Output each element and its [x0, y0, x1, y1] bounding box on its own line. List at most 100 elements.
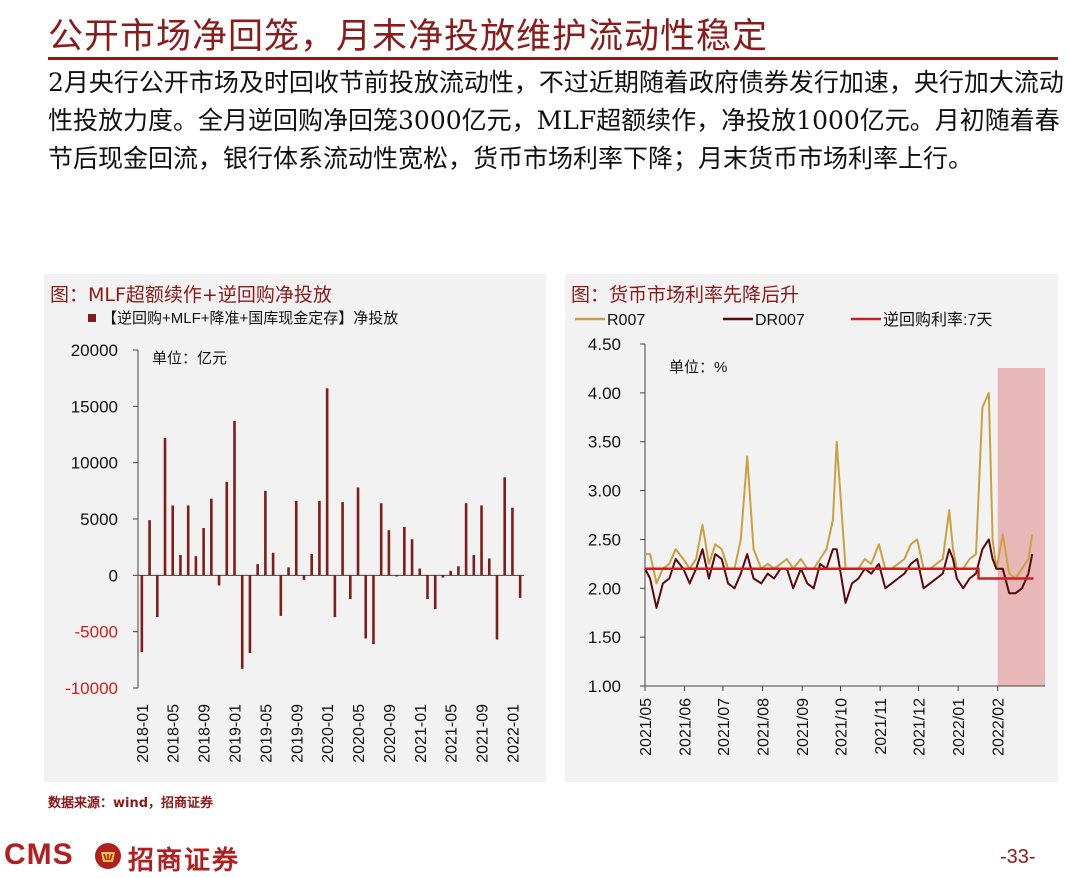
bar-2020-08	[379, 503, 383, 576]
bar-chart-panel: 图：MLF超额续作+逆回购净投放 【逆回购+MLF+降准+国库现金定存】净投放 …	[44, 274, 546, 782]
bar-x-tick-label: 2019-09	[289, 704, 306, 763]
line-x-tick-label: 2021/06	[678, 698, 695, 756]
bar-2018-04	[163, 437, 167, 576]
line-chart-title: 图：货币市场利率先降后升	[571, 284, 800, 306]
bar-y-tick-label: 5000	[80, 510, 118, 529]
bar-x-tick-label: 2018-05	[166, 704, 183, 763]
bar-x-tick-label: 2020-05	[351, 704, 368, 763]
bar-2019-08	[287, 567, 290, 576]
line-chart-legend: R007 DR007 逆回购利率:7天	[575, 311, 992, 329]
bar-y-tick-label: 10000	[71, 454, 118, 473]
bar-2020-10	[395, 575, 398, 577]
bar-2019-10	[302, 575, 306, 580]
bar-x-tick-label: 2020-01	[320, 704, 337, 763]
bar-2020-02	[333, 575, 337, 618]
line-chart: R007 DR007 逆回购利率:7天 单位：% 1.00 1.50 2.00 2.50 3…	[575, 311, 1045, 756]
bar-x-tick-label: 2020-09	[382, 704, 399, 763]
series-line-DR007	[644, 538, 1034, 609]
bar-2019-01	[233, 420, 236, 576]
bar-2020-03	[341, 502, 344, 576]
bar-chart-legend: 【逆回购+MLF+降准+国库现金定存】净投放	[88, 310, 398, 327]
bar-2019-06	[271, 552, 275, 576]
line-y-tick-label: 3.50	[588, 433, 621, 452]
bar-2020-09	[387, 530, 391, 576]
bar-x-tick-label: 2019-05	[258, 704, 275, 763]
line-x-tick-label: 2021/09	[795, 698, 812, 756]
legend-label-逆回购利率:7天: 逆回购利率:7天	[883, 311, 992, 329]
bar-2021-12	[503, 477, 506, 576]
bar-2021-02	[426, 575, 429, 599]
bar-2019-12	[318, 500, 321, 576]
bar-2020-01	[325, 388, 329, 576]
bar-2018-12	[225, 481, 229, 576]
bar-2021-07	[464, 503, 468, 576]
line-chart-unit: 单位：%	[669, 359, 727, 376]
bar-2018-10	[210, 498, 213, 576]
bar-y-tick-label: 20000	[71, 341, 118, 360]
bar-x-tick-label: 2019-01	[228, 704, 245, 763]
bar-2019-03	[248, 575, 252, 654]
bar-2018-01	[140, 575, 144, 652]
bar-2018-05	[171, 505, 175, 576]
bar-chart-unit: 单位：亿元	[152, 350, 227, 367]
line-x-tick-label: 2021/12	[911, 698, 928, 756]
bar-x-tick-label: 2021-05	[444, 704, 461, 763]
bar-2018-09	[202, 528, 205, 576]
bar-2021-08	[472, 555, 476, 576]
bar-2019-04	[256, 564, 259, 576]
series-line-逆回购利率:7天	[645, 567, 1034, 580]
brand-emblem-icon	[95, 843, 121, 869]
page-number: -33-	[1000, 846, 1036, 868]
bar-2018-06	[179, 555, 182, 576]
source-note: 数据来源：wind，招商证券	[48, 796, 214, 811]
line-y-tick-label: 1.00	[588, 677, 621, 696]
line-x-tick-label: 2022/01	[951, 698, 968, 756]
bar-y-tick-label: 15000	[71, 397, 118, 416]
bar-2021-04	[441, 575, 445, 578]
bar-2018-07	[186, 505, 190, 576]
bar-2018-02	[148, 520, 151, 576]
brand-logo: CMS 招商证券	[0, 838, 280, 878]
bar-2020-05	[356, 487, 360, 576]
bar-2019-05	[264, 490, 267, 576]
bar-2020-12	[410, 539, 414, 576]
bar-2021-01	[418, 568, 422, 576]
bar-chart-title: 图：MLF超额续作+逆回购净投放	[50, 284, 332, 306]
bar-x-tick-label: 2021-09	[475, 704, 492, 763]
legend-swatch-net-injection	[88, 314, 96, 322]
bar-2018-11	[217, 575, 221, 586]
line-x-tick-label: 2021/05	[638, 698, 655, 756]
bar-y-tick-label: -5000	[75, 623, 118, 642]
bar-2021-11	[495, 575, 499, 640]
slide-title: 公开市场净回笼，月末净投放维护流动性稳定	[48, 17, 769, 57]
line-y-tick-label: 1.50	[588, 628, 621, 647]
bar-x-tick-label: 2021-01	[413, 704, 430, 763]
bar-y-tick-label: -10000	[65, 679, 118, 698]
title-divider	[48, 57, 1058, 60]
bar-2019-07	[279, 575, 283, 616]
bar-2021-05	[449, 570, 452, 576]
bar-2018-03	[156, 575, 159, 618]
bar-2022-01	[511, 507, 514, 576]
bar-2021-03	[433, 575, 437, 610]
highlight-region	[997, 368, 1045, 686]
line-y-tick-label: 4.00	[588, 384, 621, 403]
line-y-tick-label: 2.00	[588, 579, 621, 598]
bar-2019-02	[240, 575, 244, 669]
legend-label-net-injection: 【逆回购+MLF+降准+国库现金定存】净投放	[102, 310, 398, 327]
bar-2021-06	[457, 566, 460, 576]
line-y-tick-label: 3.00	[588, 482, 621, 501]
line-y-tick-label: 2.50	[588, 530, 621, 549]
bar-2020-06	[364, 575, 368, 639]
bar-2021-09	[480, 505, 483, 576]
line-x-tick-label: 2021/08	[756, 698, 773, 756]
bar-chart: 【逆回购+MLF+降准+国库现金定存】净投放 单位：亿元 -10000 -5000…	[65, 310, 524, 763]
bar-x-tick-label: 2022-01	[505, 704, 522, 763]
bar-2020-11	[403, 526, 406, 576]
line-chart-panel: 图：货币市场利率先降后升 R007 DR007 逆回购利率:7天 单位：% 1.00…	[565, 274, 1058, 782]
bar-x-tick-label: 2018-01	[135, 704, 152, 763]
legend-label-R007: R007	[607, 312, 645, 329]
bar-x-tick-label: 2018-09	[197, 704, 214, 763]
bar-2022-02	[518, 575, 522, 598]
bar-y-tick-label: 0	[109, 566, 118, 585]
